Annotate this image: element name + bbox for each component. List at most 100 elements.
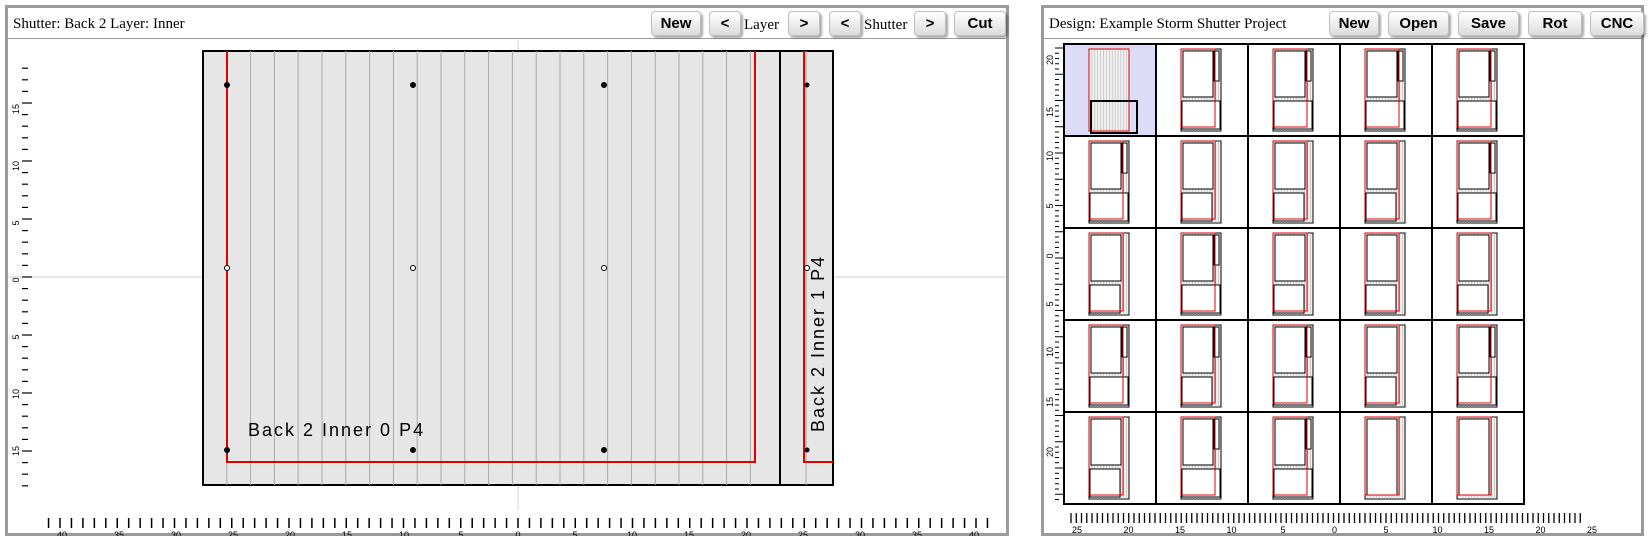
thumb-cut-path [1088, 48, 1130, 132]
new-shutter-button[interactable]: New [651, 11, 701, 36]
ruler-label: 0 [1332, 525, 1337, 535]
thumb-piece [1366, 234, 1398, 282]
ruler-label: 0 [11, 277, 21, 282]
shutter-cell-r5c3[interactable] [1247, 411, 1341, 505]
thumb-cut-path [1364, 416, 1400, 496]
mounting-hole [224, 82, 230, 88]
ruler-label: 5 [1383, 525, 1388, 535]
shutter-cell-r1c4[interactable] [1339, 43, 1433, 137]
shutter-title: Shutter: Back 2 Layer: Inner [13, 16, 185, 32]
new-design-button[interactable]: New [1329, 11, 1379, 36]
shutter-cell-r3c1[interactable] [1063, 227, 1157, 321]
shutter-cell-r5c2[interactable] [1155, 411, 1249, 505]
open-button[interactable]: Open [1388, 11, 1449, 36]
ruler-label: 10 [1226, 525, 1236, 535]
ruler-label: 10 [627, 530, 637, 536]
ruler-label: 40 [57, 530, 67, 536]
mounting-hole [804, 447, 810, 453]
mounting-hole [601, 447, 607, 453]
thumb-piece [1182, 418, 1214, 466]
mounting-hole [804, 265, 810, 271]
cut-path [803, 51, 833, 463]
thumb-piece [1458, 50, 1490, 98]
thumb-piece [1305, 418, 1312, 450]
thumb-piece [1457, 100, 1497, 130]
shutter-cell-r4c1[interactable] [1063, 319, 1157, 413]
shutter-cell-r1c2[interactable] [1155, 43, 1249, 137]
thumb-piece [1366, 50, 1398, 98]
thumb-piece [1273, 192, 1305, 222]
shutter-cell-r1c3[interactable] [1247, 43, 1341, 137]
shutter-cell-r3c5[interactable] [1431, 227, 1525, 321]
thumb-piece [1457, 284, 1489, 314]
thumb-piece [1121, 142, 1128, 174]
ruler-label: 20 [741, 530, 751, 536]
horizontal-ruler: 40 35 30 25 20 15 10 5 0 5 10 15 20 25 30 35 40 [47, 518, 989, 536]
shutter-cell-r5c4[interactable] [1339, 411, 1433, 505]
thumb-piece [1121, 326, 1128, 358]
piece-1[interactable]: Back 2 Inner 1 P4 [779, 50, 834, 486]
slat-lines [226, 51, 751, 485]
shutter-cell-r3c3[interactable] [1247, 227, 1341, 321]
thumb-piece [1089, 192, 1129, 222]
ruler-label: 5 [1045, 301, 1055, 306]
thumb-piece [1182, 234, 1214, 282]
thumb-piece [1213, 234, 1220, 266]
ruler-label: 10 [399, 530, 409, 536]
shutter-layer-canvas[interactable]: Back 2 Inner 0 P4 Back 2 Inner 1 P4 15 10… [8, 40, 1006, 536]
next-layer-button[interactable]: > [788, 11, 820, 36]
shutter-cell-r4c5[interactable] [1431, 319, 1525, 413]
thumb-cut-path [1272, 232, 1308, 312]
save-button[interactable]: Save [1458, 11, 1519, 36]
cnc-button[interactable]: CNC [1590, 11, 1644, 36]
shutter-cell-r4c4[interactable] [1339, 319, 1433, 413]
ruler-label: 5 [11, 334, 21, 339]
thumb-cut-path [1272, 324, 1308, 404]
shutter-cell-r2c5[interactable] [1431, 135, 1525, 229]
layer-label: Layer [744, 17, 779, 33]
thumb-piece [1366, 142, 1398, 190]
piece-0[interactable]: Back 2 Inner 0 P4 [202, 50, 781, 486]
shutter-cell-r2c3[interactable] [1247, 135, 1341, 229]
shutter-cell-r2c2[interactable] [1155, 135, 1249, 229]
thumb-cut-path [1456, 324, 1492, 404]
shutter-cell-r5c1[interactable] [1063, 411, 1157, 505]
shutter-cell-r3c2[interactable] [1155, 227, 1249, 321]
shutter-grid [1063, 43, 1525, 505]
thumb-cut-path [1088, 324, 1124, 404]
next-shutter-button[interactable]: > [914, 11, 946, 36]
thumb-cut-path [1364, 232, 1400, 312]
thumb-piece [1213, 418, 1220, 450]
ruler-label: 20 [1045, 447, 1055, 457]
shutter-cell-r1c5[interactable] [1431, 43, 1525, 137]
shutter-cell-r1c1[interactable] [1063, 43, 1157, 137]
thumb-piece [1365, 192, 1397, 222]
thumb-piece [1457, 192, 1497, 222]
previous-shutter-button[interactable]: < [829, 11, 861, 36]
thumb-piece [1090, 326, 1122, 374]
thumb-piece [1274, 326, 1306, 374]
piece-1-label: Back 2 Inner 1 P4 [808, 255, 828, 432]
shutter-cell-r4c2[interactable] [1155, 319, 1249, 413]
thumb-cut-path [1272, 416, 1308, 496]
shutter-cell-r2c1[interactable] [1063, 135, 1157, 229]
previous-layer-button[interactable]: < [709, 11, 741, 36]
ruler-label: 15 [11, 104, 21, 114]
shutter-cell-r4c3[interactable] [1247, 319, 1341, 413]
shutter-cell-r3c4[interactable] [1339, 227, 1433, 321]
thumb-cut-path [1456, 232, 1492, 312]
shutter-cell-r5c5[interactable] [1431, 411, 1525, 505]
ruler-label: 20 [1045, 55, 1055, 65]
rotate-button[interactable]: Rot [1528, 11, 1582, 36]
shutter-cell-r2c4[interactable] [1339, 135, 1433, 229]
mounting-hole [224, 265, 230, 271]
ruler-label: 25 [1587, 525, 1597, 535]
ruler-label: 10 [11, 161, 21, 171]
design-grid-canvas[interactable]: 20 15 10 5 0 5 10 15 20 25 20 15 10 5 0 5 10 15 20 25 [1044, 40, 1641, 536]
thumb-piece [1397, 50, 1404, 82]
thumb-cut-path [1088, 140, 1124, 220]
cut-button[interactable]: Cut [954, 11, 1006, 36]
thumb-piece [1489, 142, 1496, 174]
thumb-piece [1366, 418, 1398, 496]
ruler-label: 15 [1175, 525, 1185, 535]
